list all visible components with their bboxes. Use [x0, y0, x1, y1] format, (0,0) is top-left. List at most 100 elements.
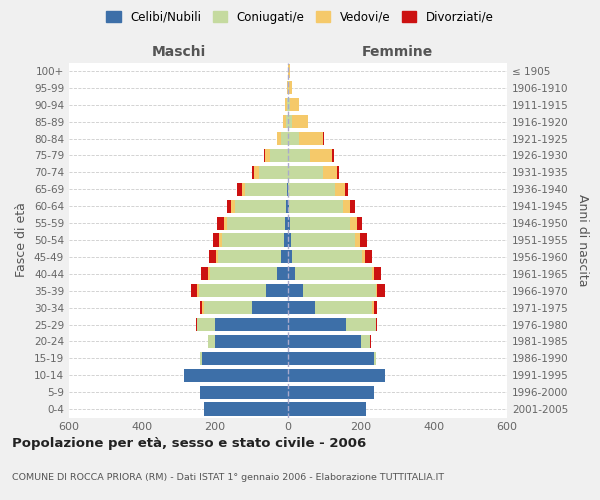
Bar	[242, 182, 245, 196]
Bar	[232, 200, 235, 213]
Bar	[295, 267, 372, 280]
Bar	[355, 234, 360, 246]
Bar	[287, 98, 288, 112]
Bar	[201, 267, 208, 280]
Bar	[350, 216, 356, 230]
Bar	[277, 132, 281, 145]
Bar	[223, 234, 284, 246]
Bar	[288, 115, 292, 128]
Bar	[289, 82, 292, 94]
Bar	[200, 301, 202, 314]
Bar	[288, 132, 299, 145]
Bar	[266, 284, 288, 298]
Text: Femmine: Femmine	[362, 45, 433, 59]
Bar	[254, 166, 259, 179]
Bar	[197, 318, 215, 331]
Bar	[290, 216, 350, 230]
Bar	[196, 318, 197, 331]
Bar	[323, 132, 324, 145]
Bar	[310, 149, 332, 162]
Bar	[209, 267, 277, 280]
Bar	[343, 200, 350, 213]
Bar	[208, 267, 209, 280]
Bar	[288, 166, 323, 179]
Bar	[284, 234, 288, 246]
Bar	[215, 318, 288, 331]
Bar	[237, 182, 242, 196]
Legend: Celibi/Nubili, Coniugati/e, Vedovi/e, Divorziati/e: Celibi/Nubili, Coniugati/e, Vedovi/e, Di…	[101, 6, 499, 28]
Bar	[288, 352, 374, 365]
Bar	[288, 250, 292, 264]
Bar	[361, 335, 370, 348]
Bar	[270, 149, 288, 162]
Bar	[299, 132, 323, 145]
Bar	[245, 182, 287, 196]
Bar	[332, 149, 334, 162]
Bar	[285, 216, 288, 230]
Bar	[292, 115, 308, 128]
Bar	[291, 234, 355, 246]
Bar	[209, 250, 216, 264]
Bar	[374, 352, 376, 365]
Y-axis label: Anni di nascita: Anni di nascita	[575, 194, 589, 286]
Bar	[372, 267, 374, 280]
Text: COMUNE DI ROCCA PRIORA (RM) - Dati ISTAT 1° gennaio 2006 - Elaborazione TUTTITAL: COMUNE DI ROCCA PRIORA (RM) - Dati ISTAT…	[12, 472, 444, 482]
Bar	[216, 250, 218, 264]
Bar	[372, 301, 374, 314]
Bar	[200, 386, 288, 398]
Bar	[286, 200, 288, 213]
Bar	[208, 335, 215, 348]
Bar	[251, 301, 288, 314]
Y-axis label: Fasce di età: Fasce di età	[16, 202, 28, 278]
Bar	[281, 132, 288, 145]
Bar	[288, 200, 289, 213]
Bar	[288, 301, 316, 314]
Bar	[288, 267, 295, 280]
Bar	[235, 200, 286, 213]
Bar	[277, 267, 288, 280]
Bar	[200, 352, 202, 365]
Bar	[286, 115, 288, 128]
Bar	[365, 250, 372, 264]
Bar	[288, 368, 385, 382]
Bar	[184, 368, 288, 382]
Bar	[224, 216, 227, 230]
Bar	[323, 166, 337, 179]
Bar	[227, 200, 232, 213]
Bar	[374, 301, 377, 314]
Bar	[288, 182, 335, 196]
Bar	[218, 250, 281, 264]
Bar	[287, 82, 288, 94]
Bar	[215, 335, 288, 348]
Bar	[227, 216, 285, 230]
Bar	[263, 149, 265, 162]
Bar	[362, 250, 365, 264]
Bar	[335, 182, 344, 196]
Bar	[204, 301, 251, 314]
Text: Maschi: Maschi	[151, 45, 206, 59]
Bar	[281, 250, 288, 264]
Bar	[337, 166, 340, 179]
Bar	[259, 166, 288, 179]
Bar	[202, 301, 204, 314]
Bar	[376, 284, 377, 298]
Bar	[288, 402, 367, 415]
Bar	[288, 98, 290, 112]
Bar	[251, 166, 254, 179]
Bar	[287, 182, 288, 196]
Bar	[344, 182, 348, 196]
Bar	[292, 250, 362, 264]
Bar	[199, 284, 266, 298]
Bar	[204, 402, 288, 415]
Bar	[283, 115, 286, 128]
Bar	[213, 234, 220, 246]
Bar	[370, 335, 371, 348]
Bar	[346, 318, 376, 331]
Bar	[377, 284, 385, 298]
Bar	[350, 200, 355, 213]
Bar	[290, 98, 299, 112]
Bar	[288, 149, 310, 162]
Bar	[288, 318, 346, 331]
Bar	[288, 386, 374, 398]
Bar	[202, 352, 288, 365]
